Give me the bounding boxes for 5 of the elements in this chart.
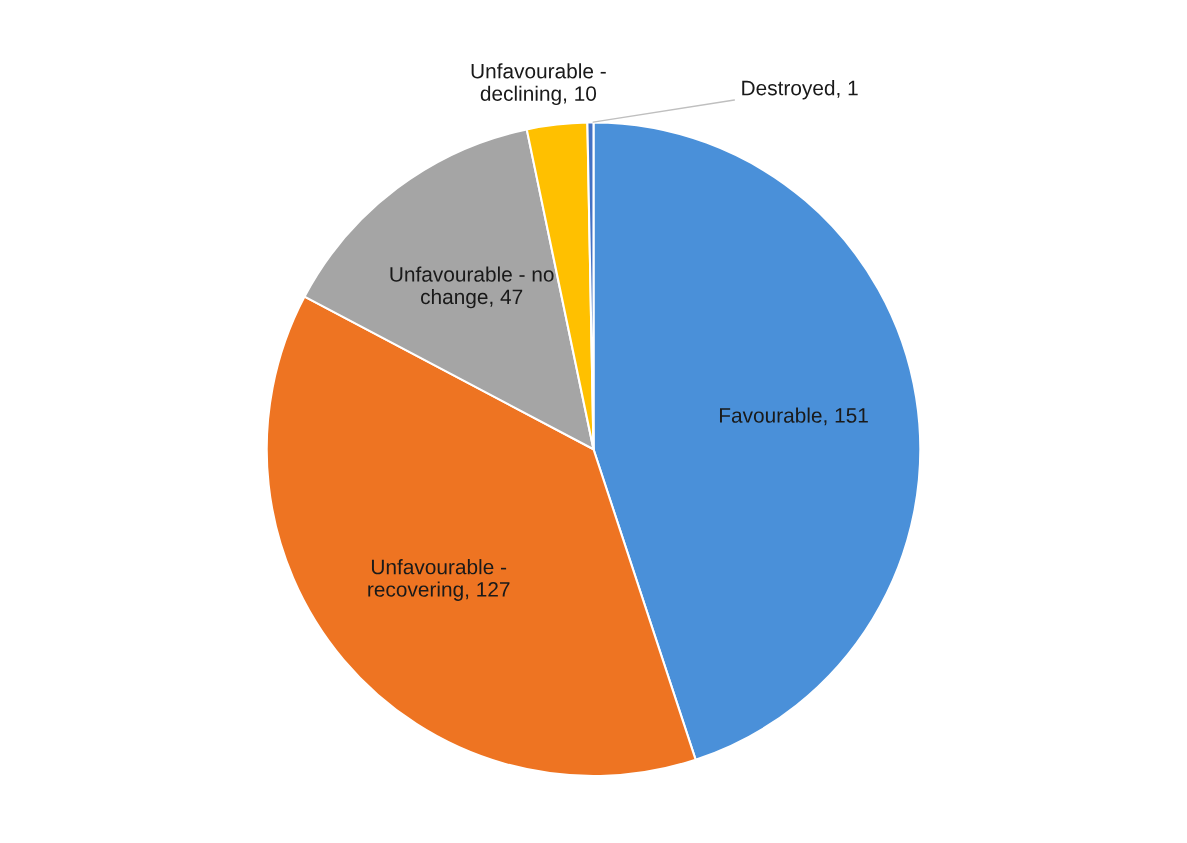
slice-label: Unfavourable - no change, 47 xyxy=(390,266,554,309)
slice-label: Unfavourable - recovering, 127 xyxy=(368,559,510,601)
slice-label: Unfavourable - declining, 10 xyxy=(471,63,606,106)
slice-label: Favourable, 151 xyxy=(720,407,868,426)
slice-label: Destroyed, 1 xyxy=(742,80,858,100)
